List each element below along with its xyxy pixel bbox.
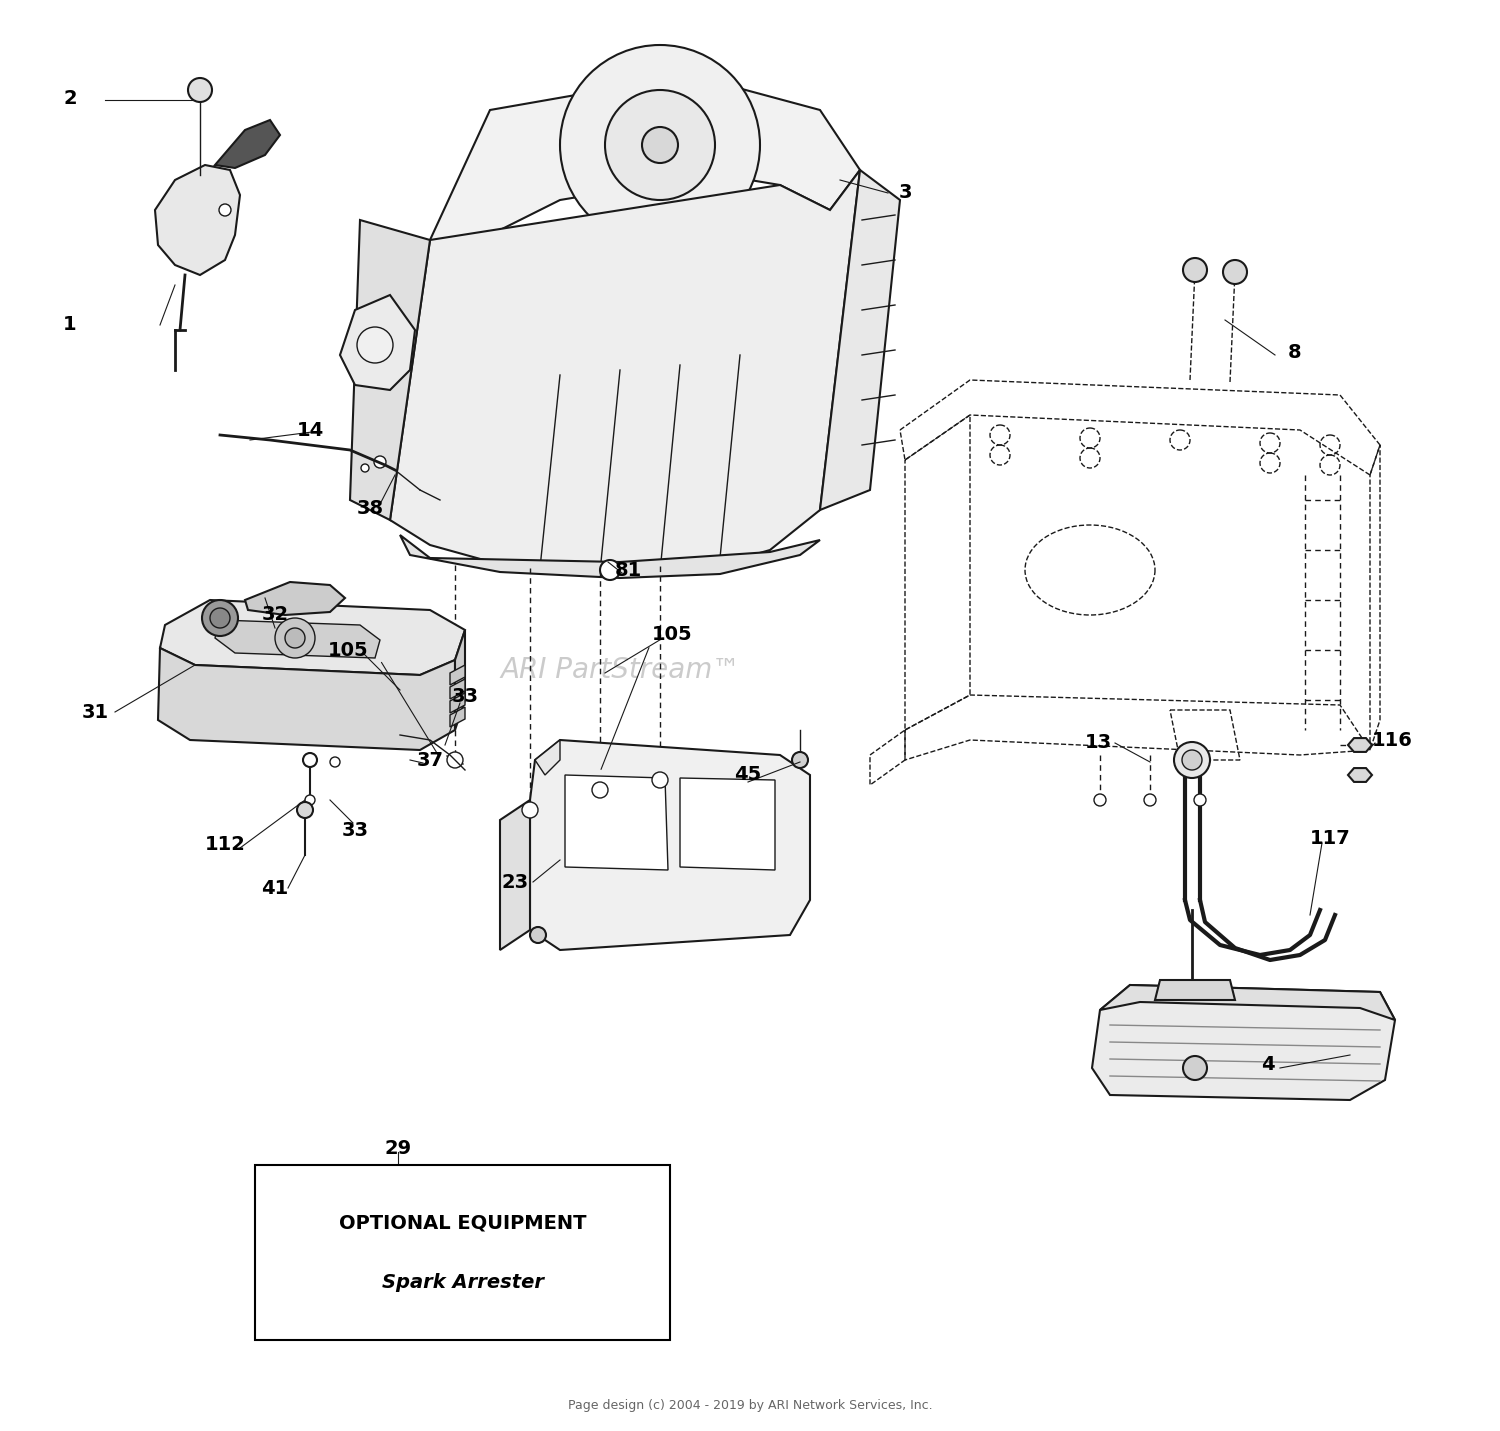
Circle shape bbox=[210, 608, 230, 628]
Polygon shape bbox=[566, 776, 668, 870]
Circle shape bbox=[1144, 794, 1156, 806]
Text: 112: 112 bbox=[204, 836, 246, 854]
Text: 2: 2 bbox=[63, 89, 76, 107]
Polygon shape bbox=[1092, 985, 1395, 1100]
Text: OPTIONAL EQUIPMENT: OPTIONAL EQUIPMENT bbox=[339, 1213, 586, 1232]
Circle shape bbox=[530, 927, 546, 943]
Polygon shape bbox=[400, 535, 820, 578]
Polygon shape bbox=[450, 678, 465, 698]
Circle shape bbox=[522, 801, 538, 819]
Text: 8: 8 bbox=[1288, 343, 1302, 362]
Text: 38: 38 bbox=[357, 498, 384, 518]
Circle shape bbox=[202, 600, 238, 635]
Polygon shape bbox=[430, 74, 859, 250]
Text: 45: 45 bbox=[735, 766, 762, 784]
Polygon shape bbox=[154, 165, 240, 275]
Polygon shape bbox=[350, 220, 430, 519]
Text: 33: 33 bbox=[452, 687, 478, 705]
Polygon shape bbox=[1155, 980, 1234, 1000]
Circle shape bbox=[285, 628, 304, 648]
Text: 116: 116 bbox=[1371, 730, 1413, 750]
Text: Spark Arrester: Spark Arrester bbox=[381, 1272, 543, 1292]
Circle shape bbox=[600, 560, 619, 580]
Text: 23: 23 bbox=[501, 873, 528, 892]
Polygon shape bbox=[536, 740, 560, 776]
Circle shape bbox=[1184, 258, 1208, 282]
Polygon shape bbox=[454, 630, 465, 730]
Polygon shape bbox=[214, 620, 380, 658]
Text: 105: 105 bbox=[651, 625, 693, 644]
Circle shape bbox=[604, 90, 715, 200]
Text: ARI PartStream™: ARI PartStream™ bbox=[500, 655, 740, 684]
Circle shape bbox=[357, 328, 393, 363]
Circle shape bbox=[219, 205, 231, 216]
Polygon shape bbox=[244, 582, 345, 615]
Polygon shape bbox=[500, 800, 530, 950]
Polygon shape bbox=[214, 120, 280, 167]
Circle shape bbox=[304, 796, 315, 806]
Polygon shape bbox=[158, 648, 454, 750]
Text: 3: 3 bbox=[898, 183, 912, 203]
Text: 4: 4 bbox=[1262, 1056, 1275, 1075]
Text: 33: 33 bbox=[342, 820, 369, 840]
Text: 1: 1 bbox=[63, 315, 76, 335]
Polygon shape bbox=[1100, 985, 1395, 1020]
Circle shape bbox=[188, 79, 211, 102]
Text: 81: 81 bbox=[615, 561, 642, 580]
Circle shape bbox=[447, 753, 464, 768]
Circle shape bbox=[1194, 794, 1206, 806]
Bar bbox=[255, 1165, 671, 1339]
Text: 13: 13 bbox=[1084, 734, 1112, 753]
Text: 29: 29 bbox=[384, 1139, 411, 1158]
Circle shape bbox=[330, 757, 340, 767]
Polygon shape bbox=[450, 693, 465, 713]
Circle shape bbox=[362, 464, 369, 472]
Circle shape bbox=[642, 127, 678, 163]
Polygon shape bbox=[160, 600, 465, 675]
Polygon shape bbox=[1348, 768, 1372, 781]
Polygon shape bbox=[450, 665, 465, 685]
Text: Page design (c) 2004 - 2019 by ARI Network Services, Inc.: Page design (c) 2004 - 2019 by ARI Netwo… bbox=[567, 1398, 933, 1411]
Circle shape bbox=[792, 753, 808, 768]
Polygon shape bbox=[450, 707, 465, 727]
Circle shape bbox=[303, 753, 316, 767]
Polygon shape bbox=[680, 778, 776, 870]
Polygon shape bbox=[821, 170, 900, 509]
Text: 14: 14 bbox=[297, 421, 324, 439]
Circle shape bbox=[652, 771, 668, 788]
Circle shape bbox=[1222, 260, 1246, 283]
Circle shape bbox=[1184, 1056, 1208, 1080]
Text: 117: 117 bbox=[1310, 829, 1350, 847]
Circle shape bbox=[560, 44, 760, 245]
Text: 41: 41 bbox=[261, 879, 288, 897]
Polygon shape bbox=[340, 295, 416, 391]
Text: 32: 32 bbox=[261, 605, 288, 624]
Circle shape bbox=[592, 781, 608, 798]
Text: 105: 105 bbox=[327, 641, 369, 660]
Polygon shape bbox=[530, 740, 810, 950]
Circle shape bbox=[374, 456, 386, 468]
Circle shape bbox=[1094, 794, 1106, 806]
Circle shape bbox=[297, 801, 314, 819]
Circle shape bbox=[274, 618, 315, 658]
Text: 31: 31 bbox=[81, 703, 108, 721]
Polygon shape bbox=[390, 170, 860, 575]
Circle shape bbox=[1182, 750, 1202, 770]
Circle shape bbox=[1174, 743, 1210, 778]
Text: 37: 37 bbox=[417, 750, 444, 770]
Polygon shape bbox=[1348, 738, 1372, 751]
